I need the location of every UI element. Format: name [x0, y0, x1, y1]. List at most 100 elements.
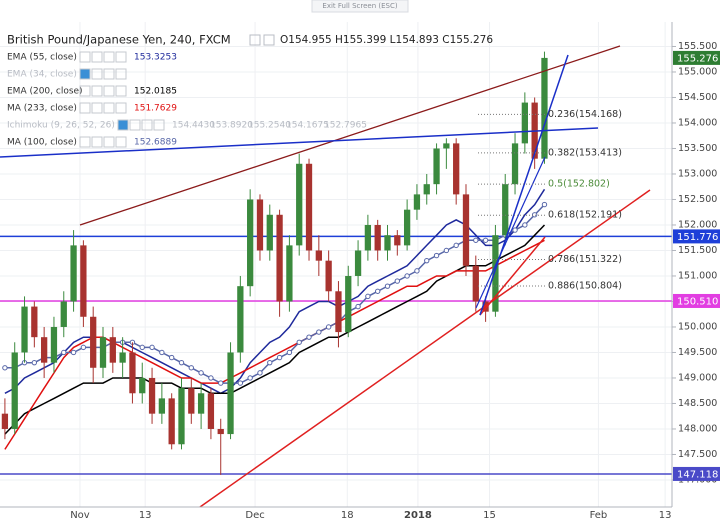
- candle-body: [335, 291, 342, 333]
- y-tick-label: 151.500: [678, 245, 717, 256]
- x-tick-label: Feb: [590, 510, 608, 521]
- indicator-marker: [404, 273, 410, 279]
- indicator-icon[interactable]: [91, 85, 103, 97]
- price-axis: [672, 22, 720, 522]
- indicator-icon[interactable]: [91, 68, 103, 80]
- indicator-icon[interactable]: [79, 51, 91, 63]
- indicator-icon[interactable]: [103, 102, 115, 114]
- candle-body: [197, 393, 205, 414]
- indicator-name: Ichimoku (9, 26, 52, 26): [7, 121, 115, 131]
- price-label-box: [673, 50, 720, 65]
- indicator-icon[interactable]: [103, 136, 115, 148]
- indicator-marker: [276, 354, 283, 361]
- indicator-value: 152.7965: [324, 121, 367, 131]
- indicator-marker: [178, 359, 185, 366]
- price-label-box: [673, 229, 720, 244]
- candle-body: [11, 352, 18, 429]
- x-tick-label: Nov: [70, 510, 90, 521]
- candle-body: [139, 377, 146, 394]
- candle-body: [276, 214, 283, 302]
- indicator-icon[interactable]: [117, 119, 129, 131]
- indicator-marker: [61, 349, 67, 356]
- indicator-value: 155.2540: [248, 121, 291, 131]
- indicator-icon[interactable]: [129, 119, 141, 131]
- indicator-name: MA (233, close): [7, 104, 77, 114]
- indicator-marker: [31, 359, 38, 366]
- indicator-icon[interactable]: [79, 68, 91, 80]
- fib-label: 0.886(150.804): [548, 280, 622, 291]
- candle-body: [305, 163, 313, 251]
- indicator-value: 154.4430: [172, 121, 215, 131]
- y-tick-label: 155.000: [678, 66, 717, 77]
- price-label-box: [673, 293, 720, 308]
- indicator-marker: [218, 380, 224, 386]
- candle-body: [217, 428, 224, 435]
- candle-body: [266, 214, 273, 251]
- indicator-icon[interactable]: [103, 68, 115, 80]
- indicator-icon[interactable]: [91, 102, 103, 114]
- candle-body: [354, 250, 362, 276]
- indicator-icon[interactable]: [79, 85, 91, 97]
- exit-label[interactable]: Exit Full Screen (ESC): [322, 2, 397, 10]
- y-tick-label: 155.500: [678, 41, 717, 52]
- candle-body: [41, 337, 48, 363]
- y-tick-label: 151.000: [678, 270, 717, 281]
- candle-body: [394, 235, 401, 246]
- indicator-marker: [522, 222, 528, 228]
- indicator-icon[interactable]: [115, 102, 127, 114]
- indicator-marker: [198, 370, 204, 376]
- indicator-marker: [473, 237, 479, 243]
- x-tick-label: 13: [139, 510, 152, 521]
- indicator-marker: [355, 303, 361, 310]
- indicator-icon[interactable]: [115, 68, 127, 80]
- y-tick-label: 149.500: [678, 347, 717, 358]
- legend: British Pound/Japanese Yen, 240, FXCM O1…: [7, 33, 493, 148]
- trend-line: [479, 54, 569, 316]
- candle-body: [345, 275, 352, 333]
- indicator-marker: [325, 324, 332, 330]
- indicator-icon[interactable]: [115, 85, 127, 97]
- indicator-marker: [159, 349, 165, 356]
- indicator-icon[interactable]: [103, 51, 115, 63]
- indicator-marker: [365, 293, 371, 300]
- icon[interactable]: [249, 34, 261, 46]
- price-label: 155.276: [677, 53, 718, 64]
- indicator-icon[interactable]: [115, 136, 127, 148]
- y-tick-label: 154.000: [678, 117, 717, 128]
- trend-line: [0, 127, 599, 158]
- indicator-marker: [433, 252, 440, 259]
- exit-button[interactable]: [311, 0, 409, 13]
- indicator-marker: [208, 375, 214, 381]
- indicator-icon[interactable]: [79, 136, 91, 148]
- candle-body: [99, 337, 107, 368]
- indicator-name: MA (100, close): [7, 138, 77, 148]
- price-label-box: [673, 466, 720, 481]
- indicator-marker: [80, 344, 87, 351]
- icon[interactable]: [263, 34, 275, 46]
- indicator-icon[interactable]: [141, 119, 153, 131]
- indicator-marker: [296, 339, 302, 345]
- indicator-icon[interactable]: [103, 85, 115, 97]
- y-tick-label: 152.000: [678, 219, 717, 230]
- candle-body: [21, 306, 28, 353]
- y-tick-label: 152.500: [678, 194, 717, 205]
- candle-body: [1, 413, 9, 429]
- indicator-icon[interactable]: [91, 51, 103, 63]
- indicator-icon[interactable]: [79, 102, 91, 114]
- indicator-icon[interactable]: [91, 136, 103, 148]
- candle-body: [413, 194, 421, 210]
- price-label: 147.118: [677, 469, 718, 480]
- indicator-marker: [70, 349, 77, 356]
- y-tick-label: 147.500: [678, 449, 717, 460]
- y-tick-label: 148.500: [678, 398, 717, 409]
- channel-line: [79, 45, 621, 226]
- indicator-icon[interactable]: [153, 119, 165, 131]
- candle-body: [462, 194, 470, 266]
- candle-body: [247, 199, 254, 287]
- indicator-value: 151.7629: [134, 104, 177, 114]
- indicator-icon[interactable]: [115, 51, 127, 63]
- candle-body: [119, 352, 126, 363]
- price-label: 151.776: [677, 232, 718, 243]
- fib-label: 0.5(152.802): [548, 179, 610, 190]
- indicator-name: EMA (55, close): [7, 53, 77, 63]
